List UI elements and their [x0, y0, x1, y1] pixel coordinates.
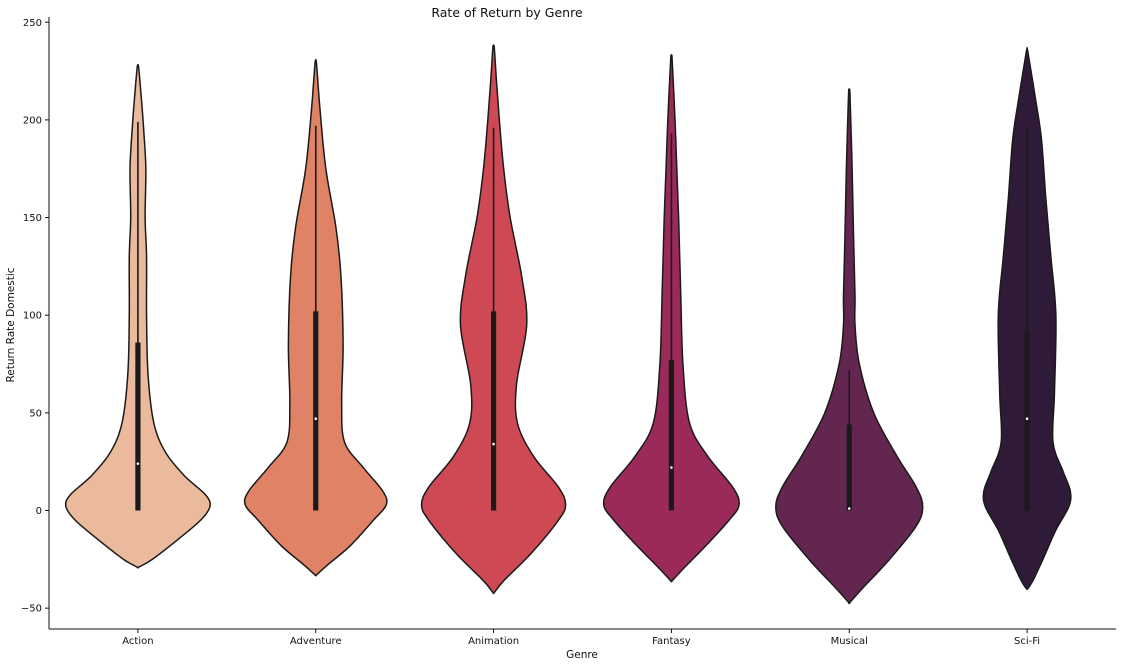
y-axis: −50 0 50 100 150 200 250	[21, 17, 50, 629]
median-dot-action	[136, 462, 140, 465]
iqr-box-fantasy	[668, 360, 675, 511]
y-tick-label: 250	[23, 18, 42, 29]
violin-musical	[775, 88, 924, 605]
x-tick-label-adventure: Adventure	[290, 636, 342, 647]
x-tick-label-animation: Animation	[468, 636, 519, 647]
y-tick-label: −50	[21, 604, 42, 615]
iqr-box-adventure	[313, 311, 319, 511]
chart-title: Rate of Return by Genre	[431, 5, 583, 20]
median-dot-fantasy	[670, 466, 673, 469]
y-tick-label: 0	[36, 506, 42, 517]
iqr-box-action	[135, 342, 141, 511]
median-dot-adventure	[314, 417, 318, 421]
x-tick-label-musical: Musical	[831, 636, 868, 647]
median-dot-animation	[492, 442, 495, 446]
y-tick-label: 50	[29, 408, 42, 419]
median-dot-musical	[847, 507, 851, 510]
x-tick-label-sci-fi: Sci-Fi	[1014, 636, 1040, 647]
x-tick-label-action: Action	[122, 636, 153, 647]
x-axis-label: Genre	[566, 649, 598, 661]
violins-layer	[64, 44, 1072, 605]
y-tick-label: 150	[23, 213, 42, 224]
x-tick-label-fantasy: Fantasy	[652, 636, 691, 647]
inner-boxes-layer	[135, 121, 1030, 511]
median-dot-sci-fi	[1025, 417, 1029, 421]
iqr-box-animation	[490, 311, 497, 511]
y-axis-label: Return Rate Domestic	[5, 267, 17, 382]
iqr-box-musical	[846, 424, 852, 511]
iqr-box-sci-fi	[1024, 330, 1030, 511]
x-axis: Action Adventure Animation Fantasy Musical Sc…	[49, 628, 1116, 647]
y-tick-label: 100	[23, 311, 42, 322]
y-tick-label: 200	[23, 115, 42, 126]
